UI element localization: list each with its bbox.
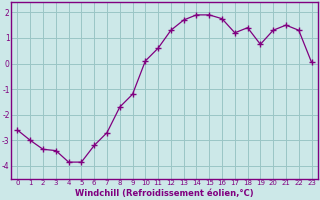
X-axis label: Windchill (Refroidissement éolien,°C): Windchill (Refroidissement éolien,°C) xyxy=(75,189,254,198)
